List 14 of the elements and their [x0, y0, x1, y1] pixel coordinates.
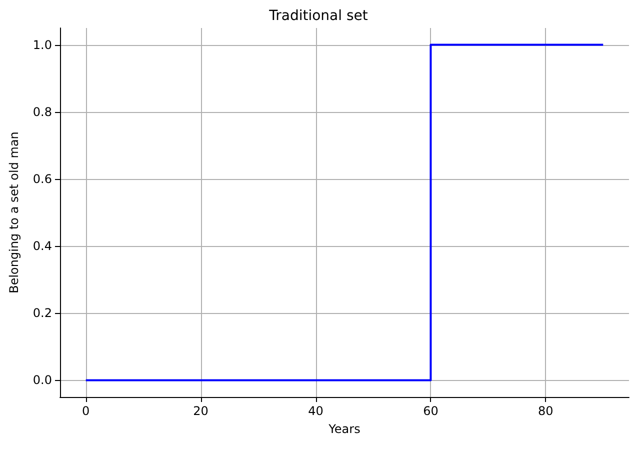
y-tick-label: 0.6	[32, 172, 52, 186]
y-tick-label: 0.8	[32, 104, 52, 119]
y-tick-label: 0.2	[32, 306, 52, 320]
chart-title: Traditional set	[268, 8, 368, 24]
x-tick-label: 40	[308, 404, 324, 418]
x-tick-label: 60	[423, 404, 438, 418]
x-tick-label: 80	[538, 404, 554, 418]
x-axis-title: Years	[328, 422, 360, 436]
y-axis-title: Belonging to a set old man	[7, 132, 21, 294]
y-tick-label: 0.0	[32, 373, 52, 388]
x-tick-label: 20	[193, 404, 208, 418]
y-tick-label: 0.4	[32, 239, 52, 254]
y-tick-label: 1.0	[32, 38, 52, 52]
x-tick-label: 0	[82, 404, 90, 418]
